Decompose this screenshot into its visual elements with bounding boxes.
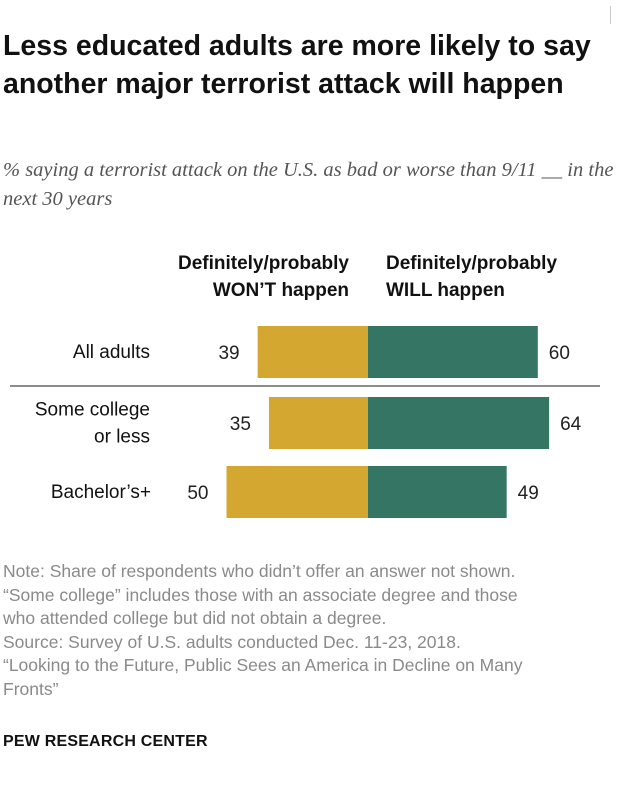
category-label: Some college: [35, 400, 150, 421]
data-label-wont-happen: 50: [187, 483, 208, 504]
bar-will-happen: [368, 397, 550, 449]
source-organization: PEW RESEARCH CENTER: [3, 733, 208, 750]
notes-block: Note: Share of respondents who didn’t of…: [3, 560, 615, 701]
note-line: “Some college” includes those with an as…: [3, 584, 518, 605]
bar-will-happen: [368, 466, 507, 518]
data-label-will-happen: 64: [560, 414, 582, 435]
data-label-will-happen: 60: [549, 343, 570, 364]
chart-title: Less educated adults are more likely to …: [3, 30, 591, 100]
legend-label-will-happen: WILL happen: [386, 280, 505, 301]
data-label-wont-happen: 35: [230, 414, 251, 435]
legend-label-will-happen: Definitely/probably: [386, 253, 557, 274]
bar-wont-happen: [226, 466, 368, 518]
bar-wont-happen: [268, 397, 368, 449]
report-title-line: Fronts”: [3, 678, 59, 699]
bar-will-happen: [368, 326, 538, 378]
report-title-line: “Looking to the Future, Public Sees an A…: [3, 655, 523, 675]
legend-label-wont-happen: WON’T happen: [213, 280, 349, 301]
category-label: or less: [94, 427, 150, 448]
diverging-bar-chart: Definitely/probably WON’T happen Definitel…: [0, 240, 618, 540]
source-line: Source: Survey of U.S. adults conducted …: [3, 631, 461, 652]
data-label-wont-happen: 39: [218, 343, 239, 364]
top-right-rule: [610, 6, 611, 24]
category-label: Bachelor’s+: [51, 482, 151, 503]
note-line: who attended college but did not obtain …: [3, 608, 387, 628]
chart-subtitle: % saying a terrorist attack on the U.S. …: [3, 159, 614, 210]
note-line: Note: Share of respondents who didn’t of…: [3, 561, 516, 581]
bar-wont-happen: [257, 326, 368, 378]
legend-label-wont-happen: Definitely/probably: [178, 253, 349, 274]
category-label: All adults: [73, 342, 150, 363]
data-label-will-happen: 49: [518, 483, 539, 504]
chart-svg: Definitely/probably WON’T happen Definitel…: [10, 253, 600, 518]
